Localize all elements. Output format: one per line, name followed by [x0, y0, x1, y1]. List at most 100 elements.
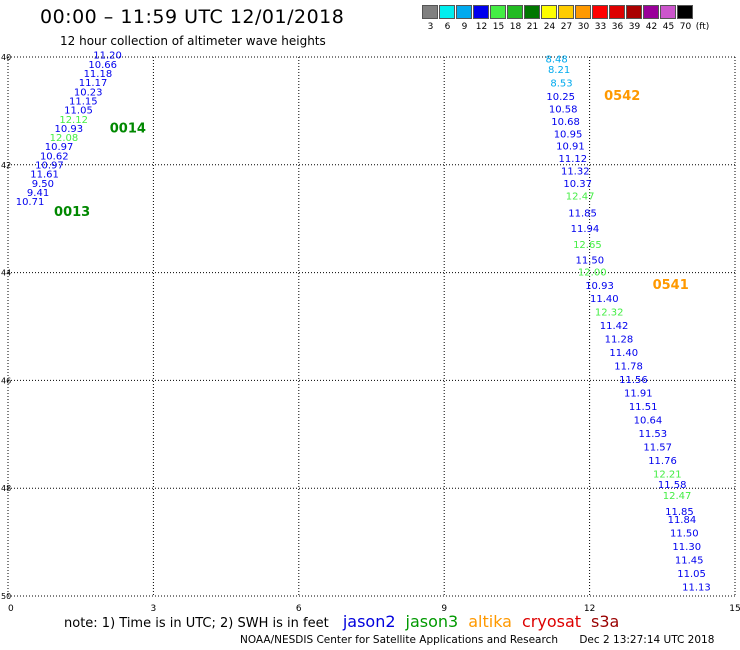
swh-value-label: 10.64 — [634, 416, 663, 427]
swh-value-label: 11.40 — [590, 294, 619, 305]
colorbar-label: 21 — [526, 22, 539, 32]
swh-value-label: 11.91 — [624, 389, 653, 400]
colorbar-label: 30 — [577, 22, 590, 32]
swh-value-label: 12.12 — [59, 115, 88, 126]
swh-value-label: 11.20 — [93, 51, 122, 62]
pass-id-label: 0013 — [54, 205, 90, 220]
swh-value-label: 11.61 — [30, 170, 59, 181]
swh-value-label: 10.68 — [551, 117, 580, 128]
swh-value-label: 11.58 — [658, 480, 687, 491]
swh-value-label: 10.37 — [563, 179, 592, 190]
swh-value-label: 11.30 — [672, 542, 701, 553]
y-tick-label: 48 — [1, 484, 11, 493]
swh-value-label: 11.53 — [639, 429, 668, 440]
colorbar-label: 6 — [444, 22, 451, 32]
pass-id-label: 0541 — [653, 278, 689, 293]
swh-value-label: 11.12 — [559, 154, 588, 165]
colorbar-swatch — [456, 5, 472, 19]
swh-value-label: 10.58 — [549, 105, 578, 116]
swh-value-label: 10.93 — [54, 124, 83, 135]
satellite-legend-s3a: s3a — [591, 612, 620, 631]
colorbar-labels: 3 6 9 12 15 18 21 24 27 30 33 36 39 42 45 70 (ft) — [422, 22, 711, 32]
y-tick-label: 42 — [1, 161, 11, 170]
colorbar-label: 27 — [560, 22, 573, 32]
colorbar-label: (ft) — [695, 22, 710, 32]
swh-value-label: 11.13 — [682, 583, 711, 594]
swh-value-label: 9.41 — [27, 188, 49, 199]
swh-value-label: 9.50 — [32, 179, 54, 190]
page-subtitle: 12 hour collection of altimeter wave hei… — [60, 34, 326, 48]
swh-value-label: 10.66 — [88, 60, 117, 71]
colorbar-swatch — [575, 5, 591, 19]
x-tick-label: 0 — [8, 604, 14, 614]
colorbar-swatch — [422, 5, 438, 19]
footer-timestamp: Dec 2 13:27:14 UTC 2018 — [579, 634, 715, 646]
swh-value-label: 10.25 — [546, 92, 575, 103]
track-0014: 11.2010.6611.1811.1710.2311.1511.0512.12… — [40, 51, 146, 163]
colorbar-label: 36 — [611, 22, 624, 32]
colorbar-swatch — [626, 5, 642, 19]
swh-value-label: 11.76 — [648, 456, 677, 467]
swh-value-label: 8.53 — [550, 79, 572, 90]
swh-value-label: 10.93 — [585, 281, 614, 292]
swh-value-label: 11.05 — [64, 106, 93, 117]
colorbar-swatch — [439, 5, 455, 19]
satellite-legend-jason3: jason3 — [405, 612, 459, 631]
satellite-legend-cryosat: cryosat — [521, 612, 582, 631]
x-tick-label: 12 — [584, 604, 595, 614]
swh-value-label: 11.05 — [677, 569, 706, 580]
swh-value-label: 8.21 — [548, 65, 570, 76]
swh-value-label: 11.84 — [668, 515, 697, 526]
x-tick-label: 6 — [296, 604, 302, 614]
map-axes: 0 3 6 9 12 15 40 42 44 46 48 50 — [1, 53, 740, 614]
swh-value-label: 11.18 — [84, 69, 113, 80]
colorbar-label: 42 — [645, 22, 658, 32]
x-tick-label: 9 — [441, 604, 447, 614]
colorbar-swatch — [490, 5, 506, 19]
pass-id-label: 0014 — [110, 121, 146, 136]
colorbar-swatch — [609, 5, 625, 19]
track-0542: 8.488.218.5310.2510.5810.6810.9510.9111.… — [546, 54, 641, 278]
swh-value-label: 12.47 — [566, 191, 595, 202]
colorbar-label: 3 — [427, 22, 434, 32]
colorbar-label: 39 — [628, 22, 641, 32]
swh-value-label: 10.91 — [556, 142, 585, 153]
wave-height-colorbar: 3 6 9 12 15 18 21 24 27 30 33 36 39 42 45 70 (ft) — [422, 5, 711, 32]
footer: NOAA/NESDIS Center for Satellite Applica… — [240, 634, 732, 646]
colorbar-label: 15 — [492, 22, 505, 32]
satellite-legend-altika: altika — [468, 612, 512, 631]
swh-value-label: 10.97 — [35, 161, 64, 172]
swh-value-label: 11.42 — [600, 321, 629, 332]
swh-value-label: 11.45 — [675, 556, 704, 567]
swh-value-label: 11.40 — [609, 348, 638, 359]
colorbar-label: 12 — [475, 22, 488, 32]
pass-id-label: 0542 — [604, 89, 640, 104]
colorbar-label: 45 — [662, 22, 675, 32]
colorbar-label: 33 — [594, 22, 607, 32]
swh-value-label: 11.51 — [629, 402, 658, 413]
swh-value-label: 10.62 — [40, 151, 69, 162]
note-line: note: 1) Time is in UTC; 2) SWH is in fe… — [64, 612, 619, 631]
y-tick-label: 50 — [1, 592, 11, 601]
track-0541: 10.93 11.40 12.32 11.42 11.28 11.40 11.78 11.56… — [585, 278, 711, 594]
swh-value-label: 11.50 — [670, 529, 699, 540]
swh-value-label: 11.85 — [665, 507, 694, 518]
colorbar-label: 18 — [509, 22, 522, 32]
colorbar-swatch — [592, 5, 608, 19]
swh-value-label: 11.94 — [571, 224, 600, 235]
swh-value-label: 10.71 — [16, 197, 45, 208]
colorbar-swatch — [677, 5, 693, 19]
colorbar-swatch — [541, 5, 557, 19]
swh-value-label: 11.17 — [79, 78, 108, 89]
swh-value-label: 12.00 — [578, 267, 607, 278]
swh-value-label: 12.08 — [50, 133, 79, 144]
swh-value-label: 12.47 — [663, 491, 692, 502]
swh-value-label: 10.23 — [74, 87, 103, 98]
swh-value-label: 11.15 — [69, 96, 98, 107]
colorbar-swatch — [507, 5, 523, 19]
y-tick-label: 44 — [1, 269, 11, 278]
swh-value-label: 12.21 — [653, 469, 682, 480]
colorbar-label: 70 — [679, 22, 692, 32]
y-tick-label: 46 — [1, 376, 11, 385]
